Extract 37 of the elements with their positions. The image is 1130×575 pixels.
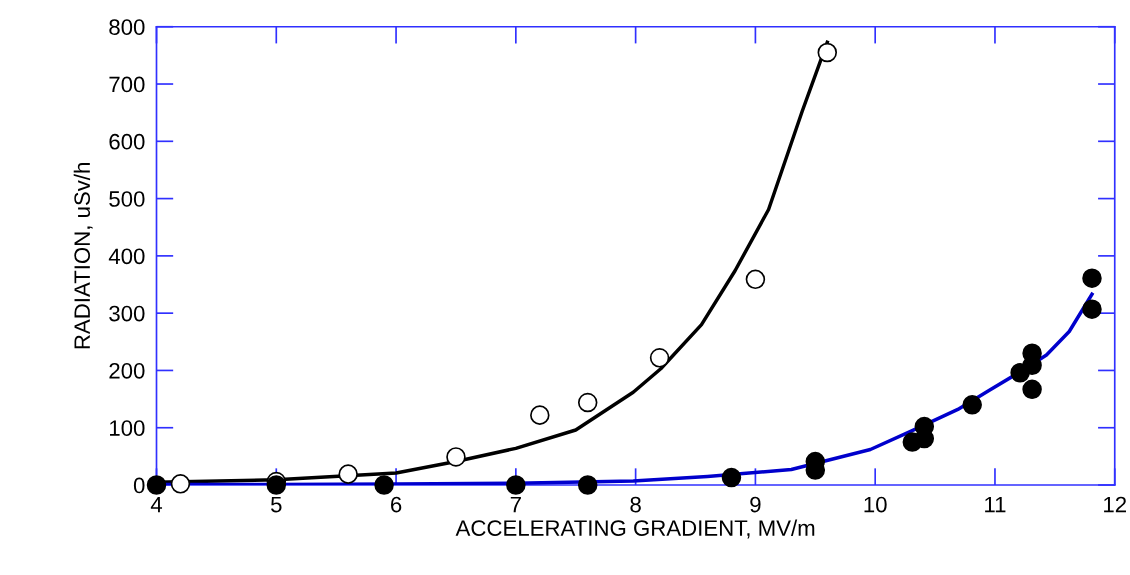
y-tick-label: 200 [109, 362, 145, 379]
x-axis-title: ACCELERATING GRADIENT, MV/m [455, 519, 815, 539]
point [170, 474, 191, 494]
point [146, 475, 167, 495]
x-tick-label: 6 [391, 496, 402, 513]
point [649, 348, 670, 368]
point [446, 447, 466, 467]
y-tick-label: 300 [109, 305, 145, 322]
point [1082, 299, 1102, 319]
point [721, 467, 742, 488]
x-tick-label: 9 [750, 496, 761, 513]
x-tick-label: 10 [864, 496, 887, 513]
y-tick-label: 700 [109, 76, 145, 93]
y-axis-title: RADIATION, uSv/h [73, 163, 93, 349]
x-tick-label: 12 [1104, 496, 1126, 513]
y-tick-label: 500 [109, 191, 145, 207]
y-tick-label: 100 [110, 420, 145, 436]
x-tick-label: 11 [985, 496, 1006, 513]
y-tick-label: 0 [133, 477, 145, 494]
point [1022, 379, 1042, 400]
point [1082, 268, 1102, 288]
point [745, 269, 766, 290]
point [338, 464, 358, 484]
point [962, 395, 982, 415]
x-tick-label: 4 [150, 496, 163, 513]
point [817, 42, 838, 63]
point [530, 405, 550, 425]
y-tick-label: 600 [109, 133, 145, 150]
point [577, 475, 598, 495]
x-tick-label: 5 [271, 496, 282, 513]
point [577, 392, 598, 413]
point [506, 475, 526, 495]
x-tick-label: 8 [630, 496, 641, 513]
y-tick-label: 400 [108, 248, 145, 265]
x-tick-label: 7 [510, 496, 521, 513]
point [374, 475, 394, 495]
y-tick-label: 800 [109, 19, 145, 36]
